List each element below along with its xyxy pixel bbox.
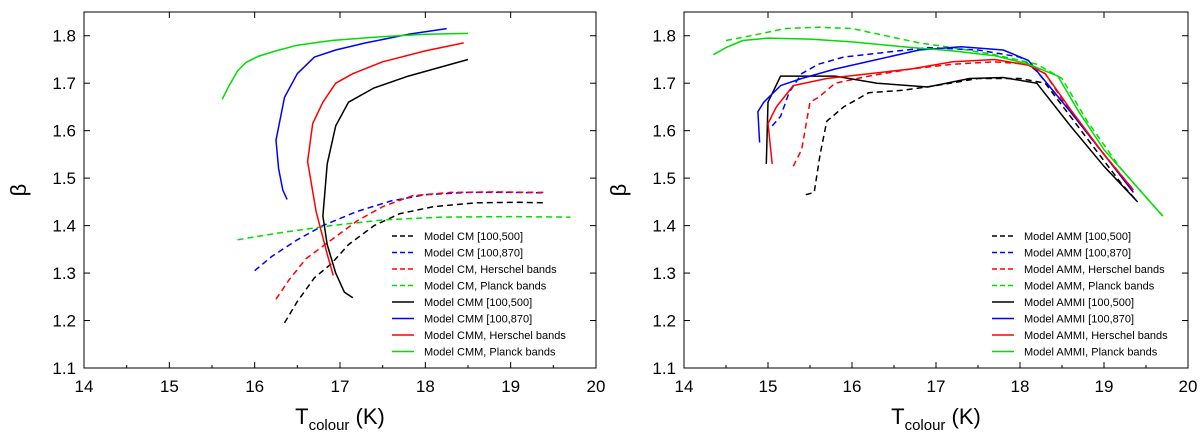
y-tick-label: 1.6 [652,122,676,141]
y-tick-label: 1.7 [52,74,76,93]
x-tick-label: 19 [501,377,520,396]
series-line-6 [767,58,1134,191]
y-tick-label: 1.4 [52,217,76,236]
y-tick-label: 1.7 [652,74,676,93]
legend-label: Model AMMI [100,870] [1024,314,1134,326]
legend-label: Model CM, Planck bands [424,281,547,293]
legend-label: Model CM [100,500] [424,231,523,243]
right-panel: 14 15 16 17 18 19 20 1.1 1.2 1.3 1.4 1.5 1.6 1.7 1.8 Tc… [606,11,1198,434]
legend-label: Model AMM, Herschel bands [1024,264,1165,276]
series-line-3 [725,26,1164,217]
x-axis-label: Tcolour (K) [891,404,981,434]
legend-label: Model CM [100,870] [424,248,523,260]
y-axis-label: β [606,184,631,197]
y-tick-label: 1.8 [52,27,76,46]
plot-area [713,26,1164,217]
series-line-5 [757,45,1134,193]
y-tick-label: 1.4 [652,217,676,236]
left-panel: 14 15 16 17 18 19 20 1.1 1.2 1.3 1.4 1.5 1.6 1.7 1.8 Tc… [6,11,606,434]
y-tick-label: 1.2 [52,312,76,331]
x-axis-label-unit: (K) [945,404,980,429]
x-tick-label: 14 [675,377,694,396]
x-tick-label: 19 [1095,377,1114,396]
legend-label: Model CMM, Planck bands [424,347,556,359]
legend-label: Model CMM [100,500] [424,297,532,309]
y-tick-label: 1.2 [652,312,676,331]
y-tick-label: 1.3 [652,264,676,283]
x-tick-label: 15 [160,377,179,396]
series-line-0 [805,77,1139,203]
x-tick-label: 18 [1011,377,1030,396]
x-tick-label: 18 [416,377,435,396]
series-line-7 [221,32,469,100]
plot-area [221,27,571,324]
x-tick-label: 17 [331,377,350,396]
series-line-7 [713,37,1164,217]
legend-label: Model AMMI, Planck bands [1024,347,1158,359]
series-line-2 [275,191,545,300]
legend-label: Model AMMI, Herschel bands [1024,330,1168,342]
series-line-4 [322,58,469,299]
x-axis-label-main: T [295,404,308,429]
series-line-3 [237,215,571,241]
y-tick-label: 1.5 [652,169,676,188]
x-tick-label: 16 [843,377,862,396]
y-tick-label: 1.3 [52,264,76,283]
legend-label: Model AMM [100,500] [1024,231,1131,243]
legend-label: Model AMMI [100,500] [1024,297,1134,309]
x-tick-label: 15 [759,377,778,396]
y-axis-label: β [6,184,31,197]
series-line-4 [765,75,1139,203]
legend: Model AMM [100,500] Model AMM [100,870] Mo… [992,231,1168,359]
x-axis-label-unit: (K) [349,404,384,429]
x-tick-label: 14 [75,377,94,396]
series-line-1 [771,46,1134,191]
x-axis-label-sub: colour [905,417,946,434]
series-line-2 [792,61,1134,191]
legend-label: Model CMM, Herschel bands [424,330,566,342]
legend: Model CM [100,500] Model CM [100,870] Mode… [392,231,566,359]
y-tick-label: 1.1 [52,359,76,378]
series-line-5 [275,27,447,200]
y-tick-label: 1.1 [652,359,676,378]
x-tick-label: 16 [245,377,264,396]
x-tick-label: 20 [1179,377,1198,396]
y-tick-label: 1.6 [52,122,76,141]
legend-label: Model AMM [100,870] [1024,248,1131,260]
x-axis-label-main: T [891,404,904,429]
legend-label: Model CM, Herschel bands [424,264,557,276]
x-axis-label-sub: colour [309,417,350,434]
y-tick-label: 1.8 [652,27,676,46]
y-tick-label: 1.5 [52,169,76,188]
x-tick-label: 20 [587,377,606,396]
x-tick-label: 17 [927,377,946,396]
legend-label: Model AMM, Planck bands [1024,281,1155,293]
series-line-6 [306,42,464,276]
series-line-0 [283,201,545,324]
legend-label: Model CMM [100,870] [424,314,532,326]
x-axis-label: Tcolour (K) [295,404,385,434]
